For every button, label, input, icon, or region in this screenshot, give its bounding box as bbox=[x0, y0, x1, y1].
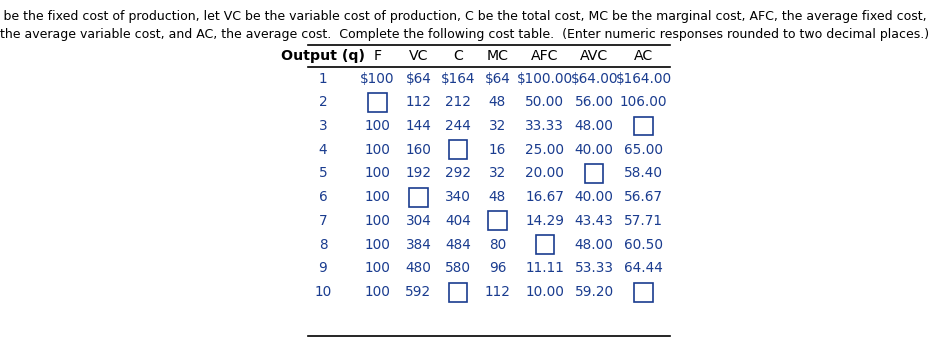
Text: 60.50: 60.50 bbox=[624, 238, 663, 252]
Text: 80: 80 bbox=[488, 238, 506, 252]
Text: 5: 5 bbox=[318, 166, 327, 180]
Text: 100: 100 bbox=[365, 238, 390, 252]
Text: 592: 592 bbox=[405, 285, 431, 299]
Text: 32: 32 bbox=[488, 166, 506, 180]
Text: 160: 160 bbox=[405, 143, 431, 157]
Text: 10: 10 bbox=[314, 285, 331, 299]
FancyBboxPatch shape bbox=[634, 117, 652, 135]
Text: $64.00: $64.00 bbox=[570, 72, 617, 86]
FancyBboxPatch shape bbox=[535, 235, 553, 254]
Text: 32: 32 bbox=[488, 119, 506, 133]
Text: $164: $164 bbox=[440, 72, 474, 86]
Text: 40.00: 40.00 bbox=[574, 190, 613, 204]
Text: 244: 244 bbox=[445, 119, 470, 133]
Text: 112: 112 bbox=[405, 95, 431, 109]
Text: 8: 8 bbox=[318, 238, 327, 252]
Text: 304: 304 bbox=[405, 214, 431, 228]
FancyBboxPatch shape bbox=[408, 188, 427, 207]
FancyBboxPatch shape bbox=[448, 140, 467, 159]
Text: $100.00: $100.00 bbox=[516, 72, 573, 86]
Text: 4: 4 bbox=[318, 143, 327, 157]
Text: AVC: AVC bbox=[579, 49, 608, 63]
Text: AFC: AFC bbox=[531, 49, 558, 63]
Text: Output (q): Output (q) bbox=[280, 49, 365, 63]
Text: 14.29: 14.29 bbox=[524, 214, 563, 228]
Text: 480: 480 bbox=[405, 261, 431, 275]
Text: 25.00: 25.00 bbox=[524, 143, 563, 157]
Text: 20.00: 20.00 bbox=[525, 166, 563, 180]
Text: 3: 3 bbox=[318, 119, 327, 133]
Text: MC: MC bbox=[486, 49, 508, 63]
Text: 106.00: 106.00 bbox=[619, 95, 666, 109]
Text: 43.43: 43.43 bbox=[574, 214, 613, 228]
Text: C: C bbox=[453, 49, 462, 63]
Text: 144: 144 bbox=[405, 119, 431, 133]
Text: 6: 6 bbox=[318, 190, 327, 204]
Text: 580: 580 bbox=[445, 261, 470, 275]
Text: 2: 2 bbox=[318, 95, 327, 109]
Text: 7: 7 bbox=[318, 214, 327, 228]
Text: $64: $64 bbox=[484, 72, 509, 86]
Text: 192: 192 bbox=[405, 166, 431, 180]
Text: 16: 16 bbox=[488, 143, 506, 157]
Text: $100: $100 bbox=[360, 72, 394, 86]
Text: 212: 212 bbox=[445, 95, 470, 109]
Text: 9: 9 bbox=[318, 261, 327, 275]
Text: 53.33: 53.33 bbox=[574, 261, 613, 275]
Text: 100: 100 bbox=[365, 166, 390, 180]
Text: VC: VC bbox=[408, 49, 428, 63]
Text: 65.00: 65.00 bbox=[624, 143, 663, 157]
Text: 484: 484 bbox=[445, 238, 470, 252]
Text: Let F be the fixed cost of production, let VC be the variable cost of production: Let F be the fixed cost of production, l… bbox=[0, 10, 928, 42]
Text: 59.20: 59.20 bbox=[574, 285, 613, 299]
Text: 58.40: 58.40 bbox=[624, 166, 663, 180]
Text: 100: 100 bbox=[365, 285, 390, 299]
Text: 100: 100 bbox=[365, 143, 390, 157]
Text: 48.00: 48.00 bbox=[574, 238, 613, 252]
Text: 40.00: 40.00 bbox=[574, 143, 613, 157]
Text: $164.00: $164.00 bbox=[615, 72, 671, 86]
Text: 10.00: 10.00 bbox=[525, 285, 563, 299]
Text: 100: 100 bbox=[365, 119, 390, 133]
Text: AC: AC bbox=[633, 49, 652, 63]
FancyBboxPatch shape bbox=[368, 93, 386, 112]
Text: 50.00: 50.00 bbox=[524, 95, 563, 109]
Text: 11.11: 11.11 bbox=[525, 261, 563, 275]
Text: 112: 112 bbox=[484, 285, 509, 299]
Text: F: F bbox=[373, 49, 381, 63]
FancyBboxPatch shape bbox=[488, 211, 506, 230]
Text: 292: 292 bbox=[445, 166, 470, 180]
Text: 100: 100 bbox=[365, 214, 390, 228]
Text: 48: 48 bbox=[488, 190, 506, 204]
Text: 100: 100 bbox=[365, 261, 390, 275]
Text: 57.71: 57.71 bbox=[624, 214, 663, 228]
Text: 340: 340 bbox=[445, 190, 470, 204]
Text: 1: 1 bbox=[318, 72, 327, 86]
Text: 96: 96 bbox=[488, 261, 506, 275]
Text: $64: $64 bbox=[405, 72, 431, 86]
Text: 100: 100 bbox=[365, 190, 390, 204]
Text: 56.00: 56.00 bbox=[574, 95, 613, 109]
Text: 384: 384 bbox=[405, 238, 431, 252]
Text: 16.67: 16.67 bbox=[525, 190, 563, 204]
Text: 56.67: 56.67 bbox=[624, 190, 663, 204]
FancyBboxPatch shape bbox=[585, 164, 603, 183]
Text: 48: 48 bbox=[488, 95, 506, 109]
Text: 48.00: 48.00 bbox=[574, 119, 613, 133]
Text: 33.33: 33.33 bbox=[525, 119, 563, 133]
Text: 404: 404 bbox=[445, 214, 470, 228]
FancyBboxPatch shape bbox=[448, 283, 467, 302]
Text: 64.44: 64.44 bbox=[624, 261, 663, 275]
FancyBboxPatch shape bbox=[634, 283, 652, 302]
